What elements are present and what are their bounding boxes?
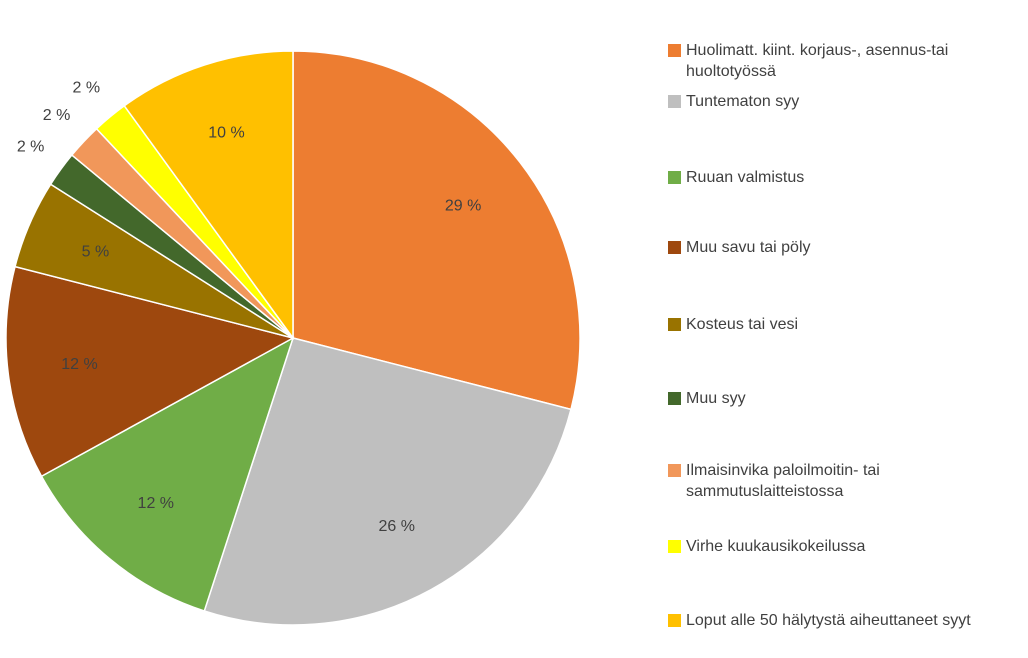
legend-swatch [668,464,681,477]
legend-swatch [668,44,681,57]
data-label: 2 % [72,79,100,96]
legend-entry: Tuntematon syy [668,91,976,112]
legend-swatch [668,392,681,405]
legend-entry: Muu syy [668,388,976,409]
pie-slice [40,336,295,612]
data-label: 2 % [17,139,45,156]
data-label: 29 % [445,197,481,214]
legend-label: Ruuan valmistus [686,169,805,186]
legend-label: Kosteus tai vesi [686,316,799,333]
legend-label: Muu syy [686,390,746,407]
legend-entry: Loput alle 50 hälytystä aiheuttaneet syy… [668,610,976,631]
data-label: 5 % [82,244,110,261]
data-label: 10 % [208,125,244,142]
data-label: 12 % [138,495,174,512]
legend-entry: Ruuan valmistus [668,167,976,188]
legend-label: Tuntematon syy [686,93,800,110]
pie-slice [292,50,581,411]
pie-slice [203,337,572,626]
legend-label: Huolimatt. kiint. korjaus-, asennus-tai … [686,42,949,80]
data-label: 26 % [378,518,414,535]
legend-swatch [668,95,681,108]
legend-swatch [668,241,681,254]
legend-swatch [668,614,681,627]
legend-entry: Ilmaisinvika paloilmoitin- tai sammutusl… [668,460,976,502]
legend-label: Muu savu tai pöly [686,239,811,256]
legend-entry: Kosteus tai vesi [668,314,976,335]
legend-label: Virhe kuukausikokeilussa [686,538,866,555]
pie-slice [5,265,296,478]
legend-entry: Muu savu tai pöly [668,237,976,258]
legend-entry: Huolimatt. kiint. korjaus-, asennus-tai … [668,40,976,82]
data-label: 12 % [61,356,97,373]
data-label: 2 % [43,107,71,124]
legend-swatch [668,318,681,331]
legend-label: Ilmaisinvika paloilmoitin- tai sammutusl… [686,462,880,500]
legend-swatch [668,171,681,184]
legend-entry: Virhe kuukausikokeilussa [668,536,976,557]
legend-label: Loput alle 50 hälytystä aiheuttaneet syy… [686,612,971,629]
legend-swatch [668,540,681,553]
pie-slice [123,50,294,341]
